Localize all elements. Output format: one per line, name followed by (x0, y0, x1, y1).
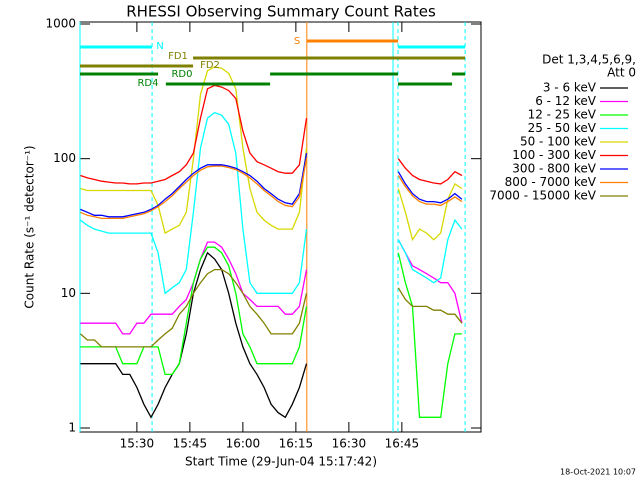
chart-title: RHESSI Observing Summary Count Rates (126, 3, 436, 21)
x-tick-label: 16:30 (332, 437, 367, 451)
series-line (80, 152, 463, 218)
legend-title: Att 0 (607, 66, 636, 80)
flag-label: FD2 (200, 60, 220, 71)
y-tick-label: 1 (68, 421, 76, 435)
legend-label: 50 - 100 keV (520, 135, 597, 149)
legend-label: 7000 - 15000 keV (489, 189, 596, 203)
series-line (80, 111, 463, 295)
flag-label: RD0 (171, 69, 192, 80)
timestamp: 18-Oct-2021 10:07 (560, 468, 636, 477)
flag-label: S (294, 36, 300, 47)
series-line (79, 268, 463, 348)
legend-title: Det 1,3,4,5,6,9, (542, 53, 636, 67)
x-tick-label: 15:45 (173, 437, 208, 451)
legend-label: 3 - 6 keV (543, 81, 597, 95)
flag-label: N (156, 41, 163, 52)
y-tick-label: 100 (53, 151, 76, 165)
y-tick-label: 1000 (45, 17, 76, 31)
x-tick-label: 15:30 (120, 437, 155, 451)
legend-label: 12 - 25 keV (528, 108, 597, 122)
series-line (80, 246, 462, 418)
series-line (80, 66, 463, 242)
series-line (80, 84, 463, 185)
legend-label: 6 - 12 keV (535, 94, 597, 108)
legend-label: 25 - 50 keV (528, 121, 597, 135)
x-tick-label: 16:00 (226, 437, 261, 451)
flag-label: FD1 (168, 51, 188, 62)
series-line (80, 158, 463, 220)
flag-label: RD4 (137, 78, 158, 89)
legend-label: 300 - 800 keV (512, 162, 596, 176)
x-tick-label: 16:15 (279, 437, 314, 451)
x-axis-label: Start Time (29-Jun-04 15:17:42) (185, 455, 377, 469)
legend-label: 100 - 300 keV (512, 148, 596, 162)
y-axis-label: Count Rate (s⁻¹ detector⁻¹) (23, 145, 37, 308)
y-tick-label: 10 (61, 286, 76, 300)
legend-label: 800 - 7000 keV (505, 175, 597, 189)
x-tick-label: 16:45 (385, 437, 420, 451)
